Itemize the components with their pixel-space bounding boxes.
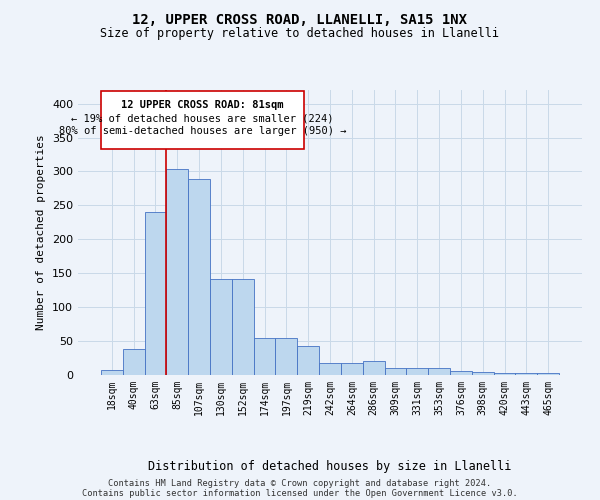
Text: 12, UPPER CROSS ROAD, LLANELLI, SA15 1NX: 12, UPPER CROSS ROAD, LLANELLI, SA15 1NX xyxy=(133,12,467,26)
Bar xyxy=(515,373,537,375)
Bar xyxy=(537,373,559,375)
Bar xyxy=(145,212,166,375)
Text: 80% of semi-detached houses are larger (950) →: 80% of semi-detached houses are larger (… xyxy=(59,126,346,136)
X-axis label: Distribution of detached houses by size in Llanelli: Distribution of detached houses by size … xyxy=(148,460,512,472)
Text: 12 UPPER CROSS ROAD: 81sqm: 12 UPPER CROSS ROAD: 81sqm xyxy=(121,100,284,110)
FancyBboxPatch shape xyxy=(101,92,304,149)
Bar xyxy=(254,338,275,375)
Bar xyxy=(210,280,232,375)
Bar xyxy=(188,179,210,375)
Text: Size of property relative to detached houses in Llanelli: Size of property relative to detached ho… xyxy=(101,28,499,40)
Bar xyxy=(494,373,515,375)
Bar xyxy=(275,338,297,375)
Bar xyxy=(297,346,319,375)
Bar xyxy=(428,368,450,375)
Bar xyxy=(472,372,494,375)
Y-axis label: Number of detached properties: Number of detached properties xyxy=(37,134,46,330)
Bar xyxy=(166,170,188,375)
Bar xyxy=(232,280,254,375)
Bar xyxy=(341,363,363,375)
Text: Contains public sector information licensed under the Open Government Licence v3: Contains public sector information licen… xyxy=(82,488,518,498)
Text: ← 19% of detached houses are smaller (224): ← 19% of detached houses are smaller (22… xyxy=(71,114,334,124)
Bar xyxy=(123,349,145,375)
Bar xyxy=(319,363,341,375)
Bar xyxy=(101,370,123,375)
Bar xyxy=(385,368,406,375)
Bar xyxy=(363,362,385,375)
Text: Contains HM Land Registry data © Crown copyright and database right 2024.: Contains HM Land Registry data © Crown c… xyxy=(109,478,491,488)
Bar xyxy=(406,368,428,375)
Bar xyxy=(450,371,472,375)
